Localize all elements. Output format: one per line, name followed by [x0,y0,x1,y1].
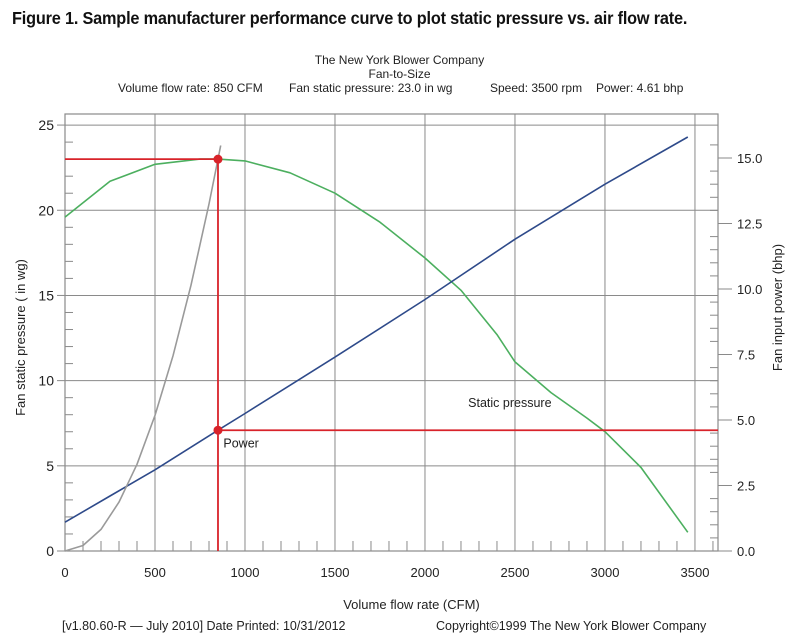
copyright: Copyright©1999 The New York Blower Compa… [436,619,707,633]
operating-point-power [213,425,223,435]
power-readout: Power: 4.61 bhp [596,81,684,95]
x-tick-label: 2500 [501,565,530,580]
y2-tick-label: 2.5 [737,479,755,494]
x-axis-title: Volume flow rate (CFM) [343,597,480,612]
x-tick-label: 3000 [591,565,620,580]
y-tick-label: 0 [46,543,54,559]
speed-readout: Speed: 3500 rpm [490,81,583,95]
x-tick-label: 1000 [231,565,260,580]
y2-tick-label: 12.5 [737,217,762,232]
operating-point-pressure [213,154,223,164]
y-tick-label: 15 [38,287,54,303]
volume-flow-readout: Volume flow rate: 850 CFM [118,81,263,95]
y-axis-title: Fan static pressure ( in wg) [13,259,28,416]
annotation-static-pressure: Static pressure [468,396,551,410]
x-tick-label: 2000 [411,565,440,580]
version-date: [v1.80.60-R — July 2010] Date Printed: 1… [62,619,346,633]
y-tick-label: 20 [38,202,54,218]
x-tick-label: 500 [144,565,166,580]
y2-tick-label: 5.0 [737,413,755,428]
figure-title: Figure 1. Sample manufacturer performanc… [12,8,688,28]
y-tick-label: 10 [38,373,54,389]
y2-axis-title: Fan input power (bhp) [770,244,785,371]
chart-subtitle: Fan-to-Size [368,67,431,81]
annotation-power: Power [223,437,258,451]
y2-tick-label: 10.0 [737,282,762,297]
company-name: The New York Blower Company [314,53,485,67]
system-curve-curve [64,145,222,552]
y2-tick-label: 0.0 [737,544,755,559]
static-pressure-curve [64,158,689,533]
x-tick-label: 1500 [321,565,350,580]
y2-tick-label: 15.0 [737,151,762,166]
y-tick-label: 25 [38,117,54,133]
y2-tick-label: 7.5 [737,348,755,363]
x-tick-label: 3500 [681,565,710,580]
static-pressure-readout: Fan static pressure: 23.0 in wg [289,81,453,95]
y-tick-label: 5 [46,458,54,474]
power-curve [64,136,689,523]
x-tick-label: 0 [61,565,68,580]
plot-frame [64,113,719,552]
